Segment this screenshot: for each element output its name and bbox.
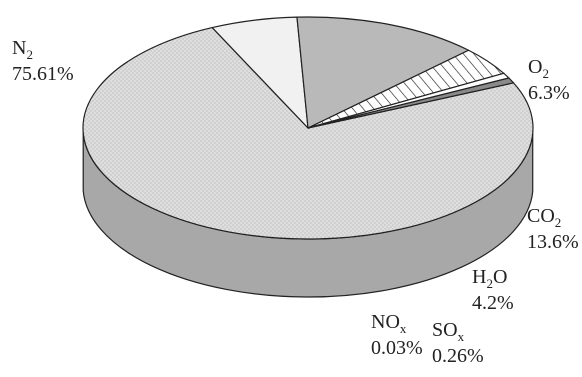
slice-label-name: H2O (472, 266, 507, 291)
slice-label-percent: 4.2% (472, 292, 514, 314)
pie-top-faces (82, 16, 534, 240)
slice-label-name: NOx (371, 311, 407, 336)
slice-label-percent: 75.61% (12, 63, 74, 85)
slice-label-percent: 6.3% (528, 82, 570, 104)
slice-label-name: O2 (528, 56, 549, 81)
slice-label-percent: 13.6% (527, 231, 579, 253)
slice-label-name: N2 (12, 37, 33, 62)
slice-label-percent: 0.26% (432, 345, 484, 367)
slice-sox (307, 77, 515, 129)
slice-label-name: CO2 (527, 205, 561, 230)
slice-label-name: SOx (432, 319, 465, 344)
slice-co2 (296, 16, 470, 129)
slice-n2 (82, 26, 534, 240)
slice-label-percent: 0.03% (371, 337, 423, 359)
